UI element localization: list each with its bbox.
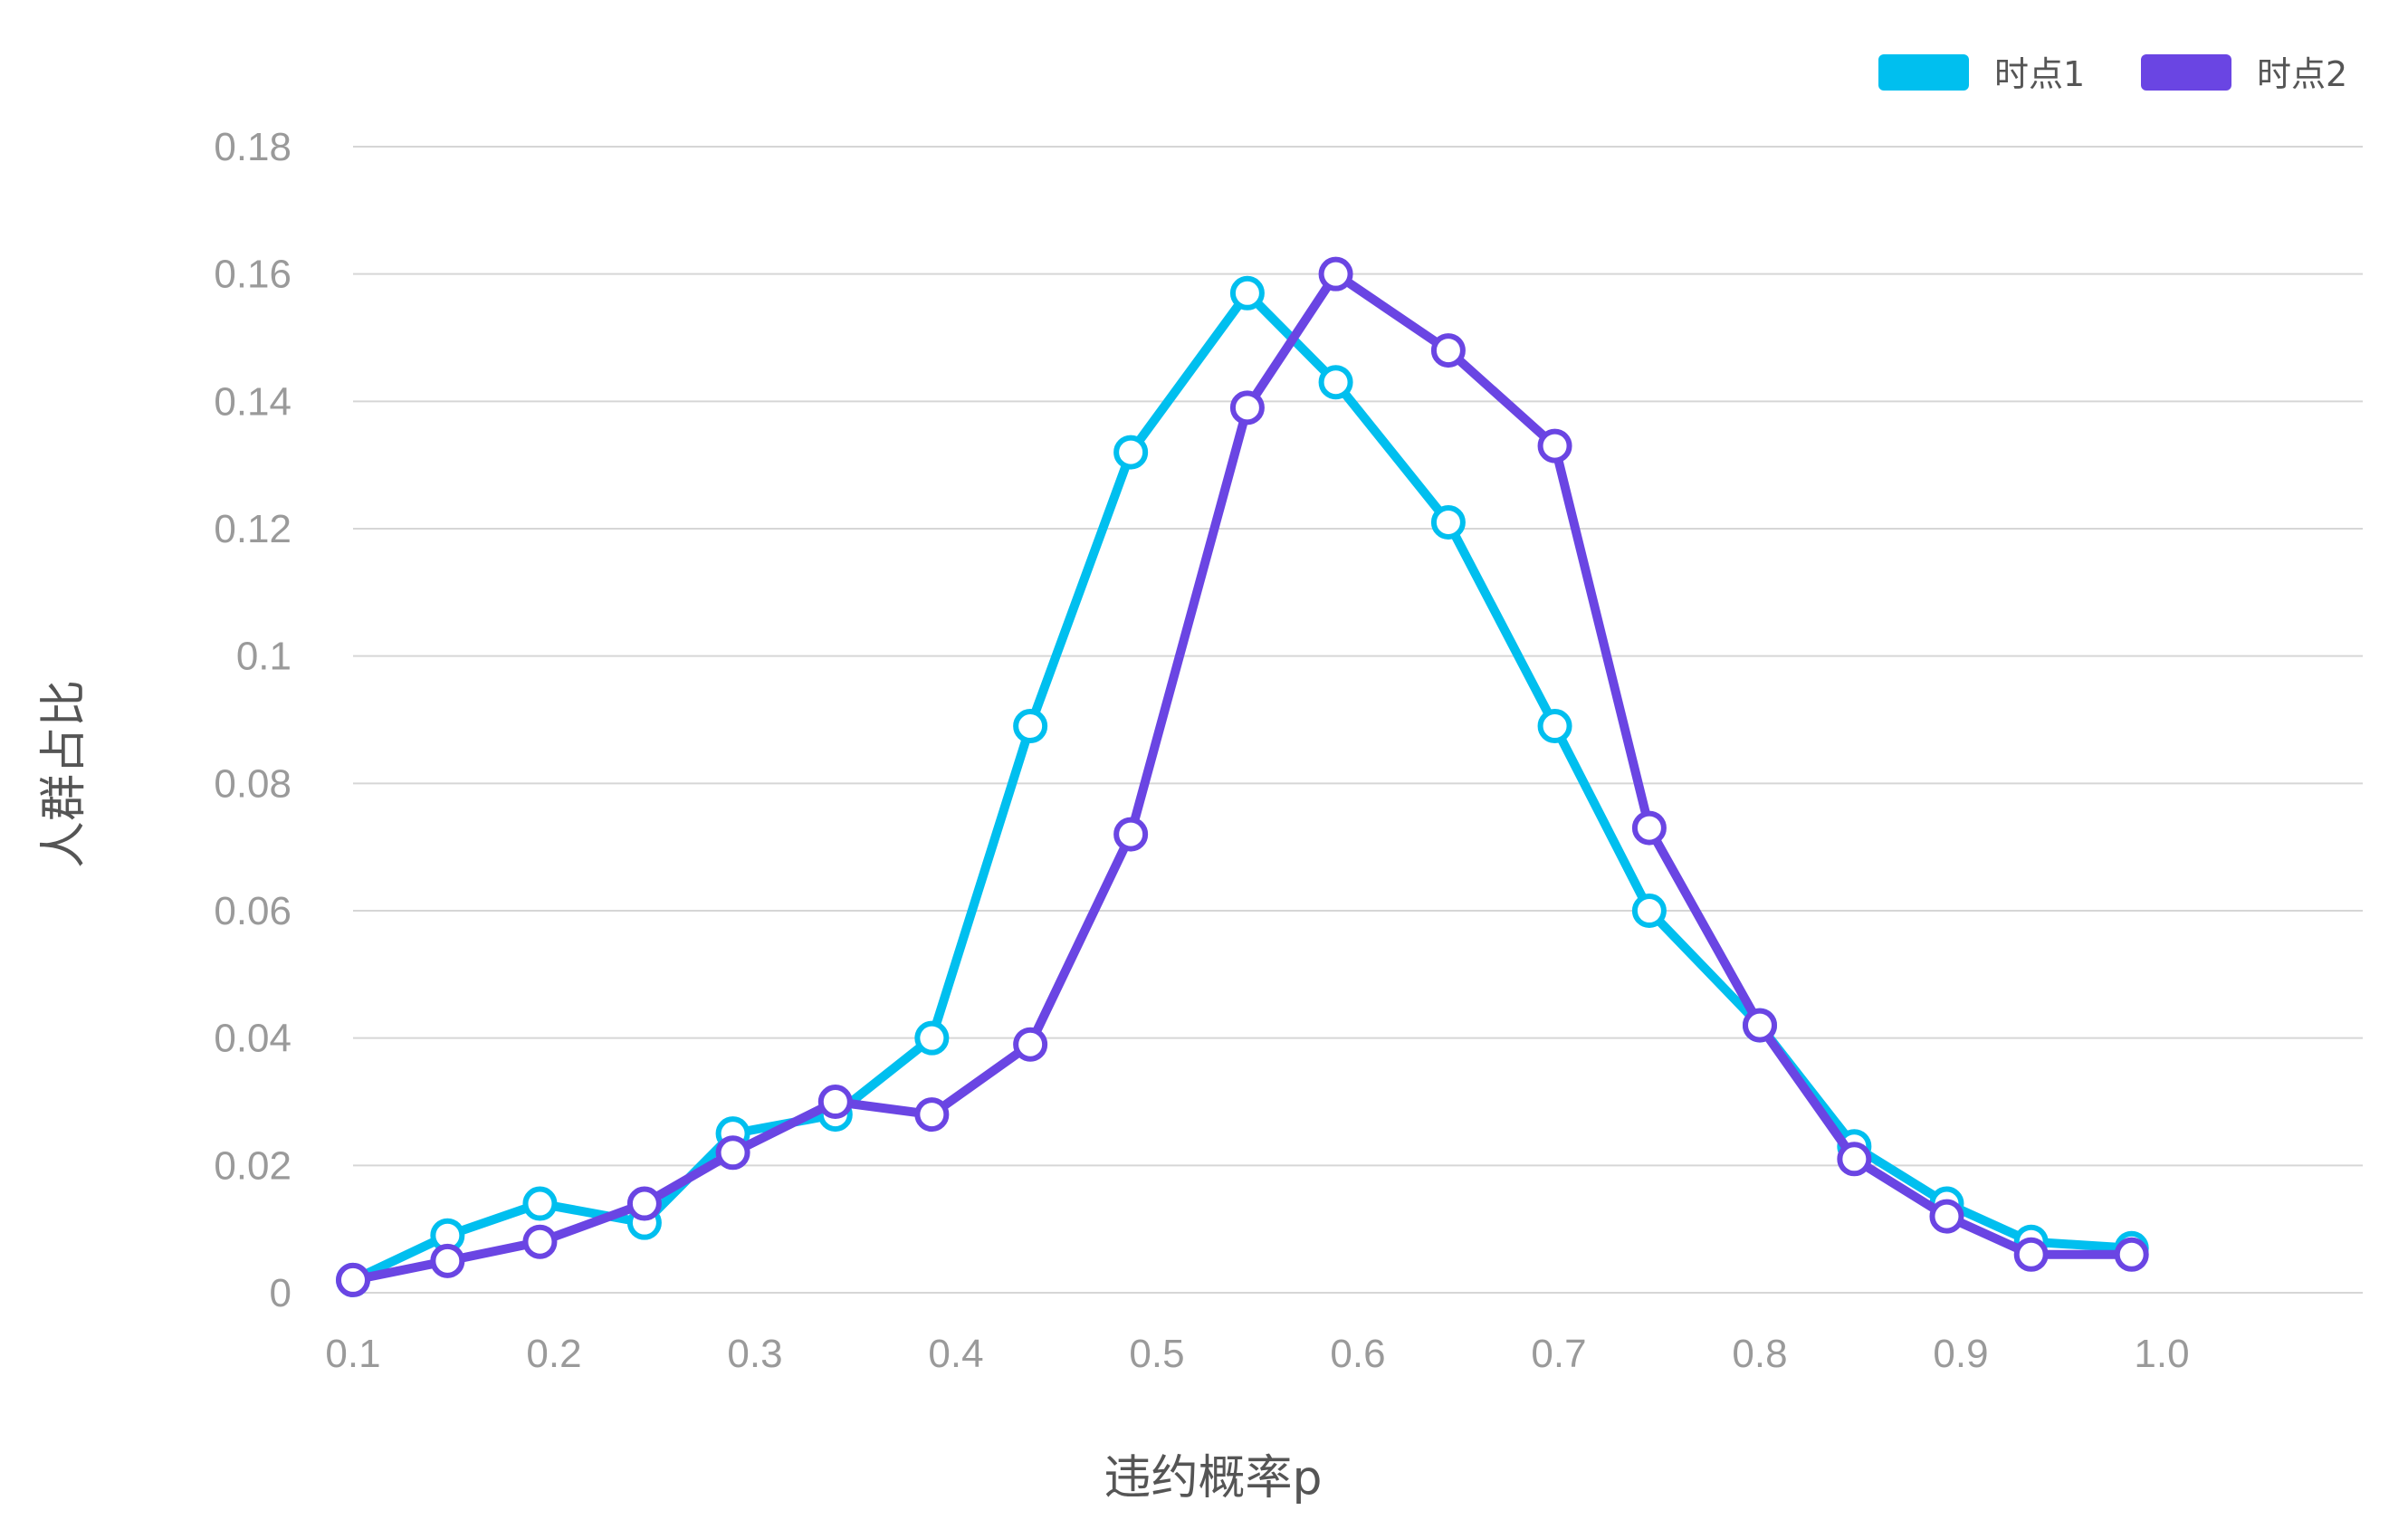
y-tick-label: 0.14 — [214, 379, 291, 424]
data-point — [1013, 1027, 1048, 1062]
y-tick-label: 0.1 — [236, 635, 291, 679]
x-tick-label: 0.3 — [727, 1332, 782, 1376]
x-tick-label: 0.7 — [1531, 1332, 1586, 1376]
data-point — [1113, 817, 1149, 852]
data-point — [1013, 709, 1048, 744]
legend: 时点1 时点2 — [1878, 54, 2347, 94]
y-tick-label: 0 — [270, 1271, 291, 1315]
data-point — [336, 1262, 370, 1297]
data-point — [1229, 390, 1265, 425]
data-point — [522, 1186, 558, 1221]
x-tick-label: 0.2 — [526, 1332, 581, 1376]
y-tick-label: 0.06 — [214, 889, 291, 933]
grid — [353, 146, 2363, 1294]
data-point — [914, 1020, 950, 1056]
data-point — [522, 1224, 558, 1259]
data-point — [1631, 894, 1667, 928]
x-tick-label: 0.4 — [928, 1332, 983, 1376]
x-axis-ticks: 0.1 0.2 0.3 0.4 0.5 0.6 0.7 0.8 0.9 1.0 — [325, 1332, 2189, 1376]
x-tick-label: 0.1 — [325, 1332, 380, 1376]
data-point — [1537, 428, 1572, 464]
data-point — [1318, 365, 1353, 400]
legend-swatch — [2141, 54, 2231, 91]
y-tick-label: 0.02 — [214, 1143, 291, 1188]
series-lines — [336, 256, 2149, 1297]
y-tick-label: 0.18 — [214, 125, 291, 169]
y-tick-label: 0.08 — [214, 761, 291, 806]
series-line-2 — [349, 269, 2136, 1285]
data-point — [626, 1186, 662, 1221]
data-point — [1229, 275, 1265, 311]
legend-label: 时点1 — [1994, 54, 2085, 94]
x-tick-label: 0.8 — [1732, 1332, 1787, 1376]
data-point — [1837, 1142, 1872, 1177]
y-tick-label: 0.16 — [214, 253, 291, 297]
data-point — [2013, 1237, 2049, 1272]
data-point — [430, 1243, 465, 1278]
x-tick-label: 0.5 — [1129, 1332, 1184, 1376]
data-point — [1318, 256, 1353, 292]
data-point — [1743, 1008, 1777, 1043]
data-point — [1929, 1199, 1964, 1234]
legend-label: 时点2 — [2257, 54, 2347, 94]
data-point — [1430, 333, 1466, 368]
y-tick-label: 0.12 — [214, 507, 291, 551]
x-tick-label: 0.9 — [1933, 1332, 1988, 1376]
x-tick-label: 1.0 — [2134, 1332, 2189, 1376]
data-point — [914, 1097, 950, 1133]
x-axis-title: 违约概率p — [1104, 1451, 1322, 1506]
x-tick-label: 0.6 — [1330, 1332, 1385, 1376]
legend-swatch — [1878, 54, 1969, 91]
data-point — [1631, 810, 1667, 846]
data-point — [1537, 709, 1572, 744]
data-point — [1113, 435, 1149, 470]
y-tick-label: 0.04 — [214, 1017, 291, 1061]
y-axis-title: 人群占比 — [37, 680, 91, 868]
data-point — [715, 1135, 750, 1171]
data-point — [1430, 504, 1466, 540]
y-axis-ticks: 0 0.02 0.04 0.06 0.08 0.1 0.12 0.14 0.16 0.18 — [214, 125, 291, 1315]
data-point — [2114, 1237, 2149, 1272]
data-point — [817, 1085, 853, 1119]
